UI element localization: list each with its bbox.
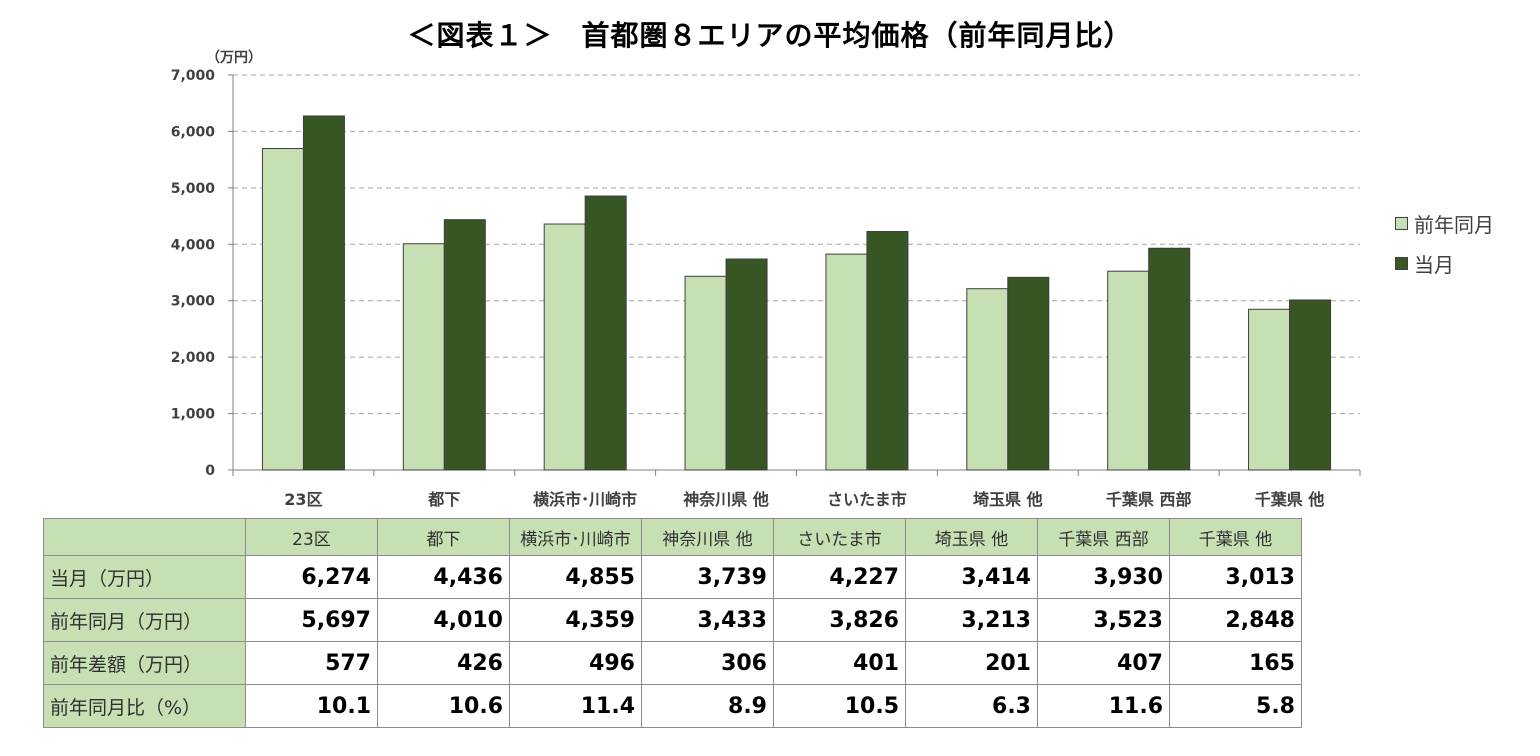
table-corner-cell — [43, 518, 246, 556]
table-cell: 6.3 — [905, 684, 1038, 728]
y-tick-label: 4,000 — [171, 237, 216, 253]
table-row-label: 前年同月（万円） — [43, 598, 246, 642]
legend-label-prev-year: 前年同月 — [1414, 212, 1494, 237]
x-tick-label: 埼玉県 他 — [973, 490, 1043, 509]
table-cell: 11.4 — [509, 684, 642, 728]
table-header-cell: 千葉県 他 — [1169, 518, 1302, 556]
bar-current — [1148, 247, 1191, 471]
legend-item-prev-year: 前年同月 — [1395, 210, 1494, 237]
table-cell: 4,436 — [377, 555, 510, 599]
x-tick-label: 横浜市･川崎市 — [533, 490, 637, 509]
table-cell: 2,848 — [1169, 598, 1302, 642]
table-cell: 3,930 — [1037, 555, 1170, 599]
table-cell: 3,523 — [1037, 598, 1170, 642]
table-header-cell: さいたま市 — [773, 518, 906, 556]
table-header-cell: 都下 — [377, 518, 510, 556]
table-header-cell: 千葉県 西部 — [1037, 518, 1170, 556]
table-header-cell: 23区 — [245, 518, 378, 556]
table-row: 前年同月比（%） 10.1 10.6 11.4 8.9 10.5 6.3 11.… — [43, 684, 1302, 728]
y-axis-unit-label: （万円） — [206, 50, 262, 66]
legend-item-current: 当月 — [1395, 250, 1494, 277]
bar-current — [443, 219, 486, 471]
table-cell: 496 — [509, 641, 642, 685]
x-tick-label: さいたま市 — [827, 490, 907, 509]
x-tick-label: 神奈川県 他 — [683, 490, 769, 509]
legend-label-current: 当月 — [1414, 252, 1454, 277]
y-tick-label: 5,000 — [171, 181, 216, 197]
table-row-label: 前年差額（万円） — [43, 641, 246, 685]
table-cell: 3,013 — [1169, 555, 1302, 599]
bar-prev-year — [1248, 308, 1291, 471]
table-cell: 4,227 — [773, 555, 906, 599]
table-cell: 6,274 — [245, 555, 378, 599]
legend-swatch-current — [1395, 256, 1408, 270]
y-tick-label: 6,000 — [171, 124, 216, 140]
bar-current — [725, 258, 768, 471]
table-cell: 577 — [245, 641, 378, 685]
chart-title: ＜図表１＞ 首都圏８エリアの平均価格（前年同月比） — [407, 19, 1133, 52]
table-cell: 3,414 — [905, 555, 1038, 599]
table-cell: 8.9 — [641, 684, 774, 728]
table-cell: 11.6 — [1037, 684, 1170, 728]
table-row: 前年同月（万円） 5,697 4,010 4,359 3,433 3,826 3… — [43, 598, 1302, 642]
x-tick-label: 都下 — [427, 490, 460, 509]
table-cell: 10.1 — [245, 684, 378, 728]
y-tick-label: 2,000 — [171, 350, 216, 366]
table-cell: 4,855 — [509, 555, 642, 599]
table-cell: 3,213 — [905, 598, 1038, 642]
table-header-cell: 神奈川県 他 — [641, 518, 774, 556]
table-cell: 165 — [1169, 641, 1302, 685]
bar-current — [584, 195, 627, 471]
table-cell: 4,359 — [509, 598, 642, 642]
table-cell: 401 — [773, 641, 906, 685]
table-cell: 426 — [377, 641, 510, 685]
table-cell: 3,826 — [773, 598, 906, 642]
table-cell: 5,697 — [245, 598, 378, 642]
legend-swatch-prev-year — [1395, 216, 1408, 230]
y-tick-label: 7,000 — [171, 68, 216, 84]
table-cell: 201 — [905, 641, 1038, 685]
bar-current — [866, 230, 909, 471]
table-row-label: 当月（万円） — [43, 555, 246, 599]
table-cell: 10.6 — [377, 684, 510, 728]
y-tick-label: 1,000 — [171, 407, 216, 423]
table-cell: 3,433 — [641, 598, 774, 642]
bar-prev-year — [684, 275, 727, 471]
bar-current — [1289, 299, 1332, 471]
x-tick-label: 千葉県 他 — [1255, 490, 1325, 509]
bar-prev-year — [543, 223, 586, 471]
y-tick-label: 0 — [205, 463, 215, 479]
table-header-cell: 横浜市･川崎市 — [509, 518, 642, 556]
x-tick-label: 23区 — [284, 490, 322, 509]
table-cell: 5.8 — [1169, 684, 1302, 728]
table-row: 当月（万円） 6,274 4,436 4,855 3,739 4,227 3,4… — [43, 555, 1302, 599]
bar-current — [1007, 276, 1050, 471]
data-table: 23区 都下 横浜市･川崎市 神奈川県 他 さいたま市 埼玉県 他 千葉県 西部… — [43, 518, 1302, 728]
table-row: 前年差額（万円） 577 426 496 306 401 201 407 165 — [43, 641, 1302, 685]
bar-chart: 0 1,000 2,000 3,000 4,000 5,000 6,000 7,000 （万円）… — [171, 50, 1361, 509]
table-cell: 4,010 — [377, 598, 510, 642]
table-cell: 10.5 — [773, 684, 906, 728]
table-cell: 407 — [1037, 641, 1170, 685]
legend: 前年同月 当月 — [1395, 210, 1494, 290]
table-cell: 3,739 — [641, 555, 774, 599]
x-tick-label: 千葉県 西部 — [1106, 490, 1192, 509]
y-tick-label: 3,000 — [171, 294, 216, 310]
bar-prev-year — [966, 288, 1009, 471]
bar-prev-year — [261, 148, 304, 471]
table-cell: 306 — [641, 641, 774, 685]
bar-prev-year — [825, 253, 868, 471]
table-header-cell: 埼玉県 他 — [905, 518, 1038, 556]
bar-prev-year — [402, 243, 445, 471]
bar-prev-year — [1107, 270, 1150, 471]
table-row-label: 前年同月比（%） — [43, 684, 246, 728]
table-header-row: 23区 都下 横浜市･川崎市 神奈川県 他 さいたま市 埼玉県 他 千葉県 西部… — [43, 518, 1302, 556]
bar-current — [302, 115, 345, 471]
